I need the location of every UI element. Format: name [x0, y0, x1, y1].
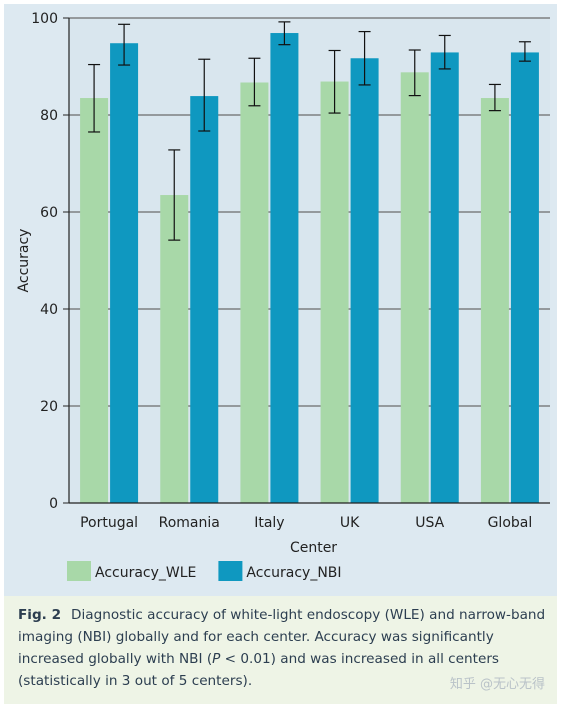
y-tick-label: 0 — [49, 496, 58, 512]
figure-caption: Fig. 2 Diagnostic accuracy of white-light… — [18, 604, 546, 692]
bar-accuracy-nbi — [350, 58, 379, 503]
bar-accuracy-wle — [400, 72, 429, 503]
x-tick-label: Romania — [159, 515, 220, 531]
y-tick-label: 80 — [40, 108, 58, 124]
x-tick-label: USA — [415, 515, 444, 531]
y-tick-label: 60 — [40, 205, 58, 221]
bar-accuracy-wle — [320, 81, 349, 503]
x-tick-label: Global — [488, 515, 533, 531]
caption-p-symbol: P — [212, 651, 221, 667]
bar-accuracy-wle — [80, 98, 109, 504]
legend-label: Accuracy_WLE — [95, 565, 196, 581]
x-tick-label: UK — [340, 515, 360, 531]
bar-chart: 0 20 40 60 80 100 Portugal Romania Italy UK USA Glo… — [16, 11, 550, 581]
legend-swatch — [67, 561, 91, 581]
y-tick-label: 40 — [40, 302, 58, 318]
x-tick-label: Portugal — [80, 515, 138, 531]
bar-accuracy-wle — [480, 98, 509, 504]
legend-label: Accuracy_NBI — [246, 565, 341, 581]
legend-swatch — [218, 561, 243, 581]
x-tick-label: Italy — [254, 515, 284, 531]
bar-accuracy-wle — [240, 82, 269, 503]
caption-box: Fig. 2 Diagnostic accuracy of white-light… — [4, 596, 557, 704]
plot-area — [69, 18, 550, 503]
y-axis-label: Accuracy — [16, 229, 32, 293]
bar-accuracy-nbi — [270, 33, 299, 503]
x-axis-label: Center — [290, 540, 337, 556]
bar-accuracy-nbi — [430, 52, 459, 504]
caption-text-end: < 0.01) and was increased in all centers… — [18, 651, 499, 689]
y-tick-label: 20 — [40, 399, 58, 415]
watermark: 知乎 @无心无得 — [449, 677, 545, 692]
figure-frame: 0 20 40 60 80 100 Portugal Romania Italy UK USA Glo… — [4, 4, 557, 704]
caption-text-start: Diagnostic accuracy of white-light endos… — [18, 607, 546, 667]
bar-accuracy-wle — [160, 195, 189, 503]
bar-accuracy-nbi — [190, 96, 219, 504]
bar-accuracy-nbi — [510, 52, 539, 504]
bar-accuracy-nbi — [110, 43, 139, 503]
y-tick-label: 100 — [31, 11, 58, 27]
caption-label: Fig. 2 — [18, 607, 62, 623]
